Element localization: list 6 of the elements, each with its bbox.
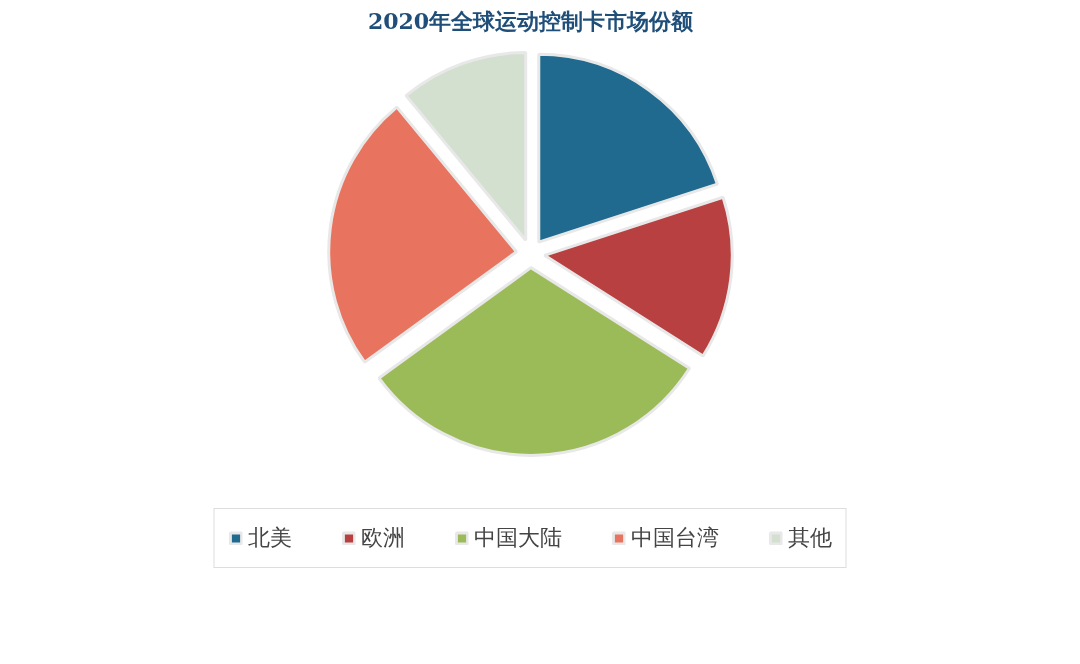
chart-title: 2020年全球运动控制卡市场份额 — [367, 7, 695, 34]
legend-label: 中国大陆 — [473, 524, 562, 552]
legend-label: 北美 — [247, 524, 292, 552]
legend-label: 中国台湾 — [630, 524, 719, 552]
legend-label: 欧洲 — [360, 524, 405, 552]
legend-label: 其他 — [787, 524, 832, 552]
